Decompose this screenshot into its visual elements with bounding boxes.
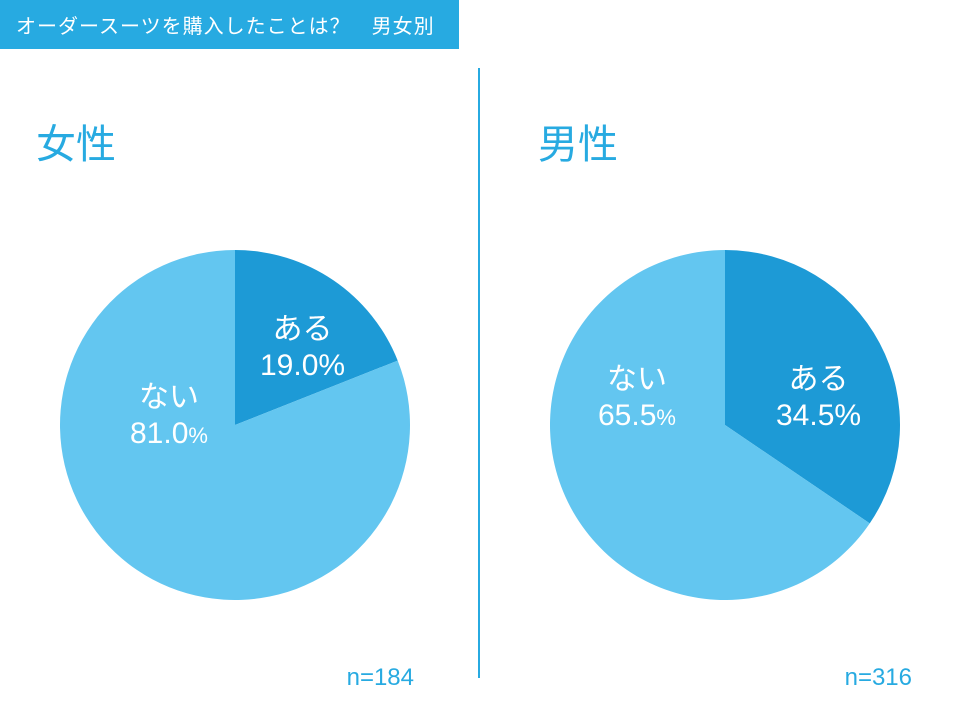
pie-male-svg <box>550 250 900 600</box>
n-label-male: n=316 <box>845 664 912 692</box>
pie-female-svg <box>60 250 410 600</box>
pie-female: ある19.0%ない81.0% <box>60 250 410 600</box>
pie-male: ある34.5%ない65.5% <box>550 250 900 600</box>
panel-title-female: 女性 <box>36 112 116 170</box>
n-label-female: n=184 <box>347 664 414 692</box>
panel-male: 男性 ある34.5%ない65.5% n=316 <box>490 60 960 710</box>
vertical-divider <box>478 68 480 678</box>
panel-title-male: 男性 <box>538 112 618 170</box>
title-bar: オーダースーツを購入したことは？ 男女別 <box>0 0 459 49</box>
title-text: オーダースーツを購入したことは？ 男女別 <box>16 16 435 38</box>
panel-female: 女性 ある19.0%ない81.0% n=184 <box>0 60 470 710</box>
